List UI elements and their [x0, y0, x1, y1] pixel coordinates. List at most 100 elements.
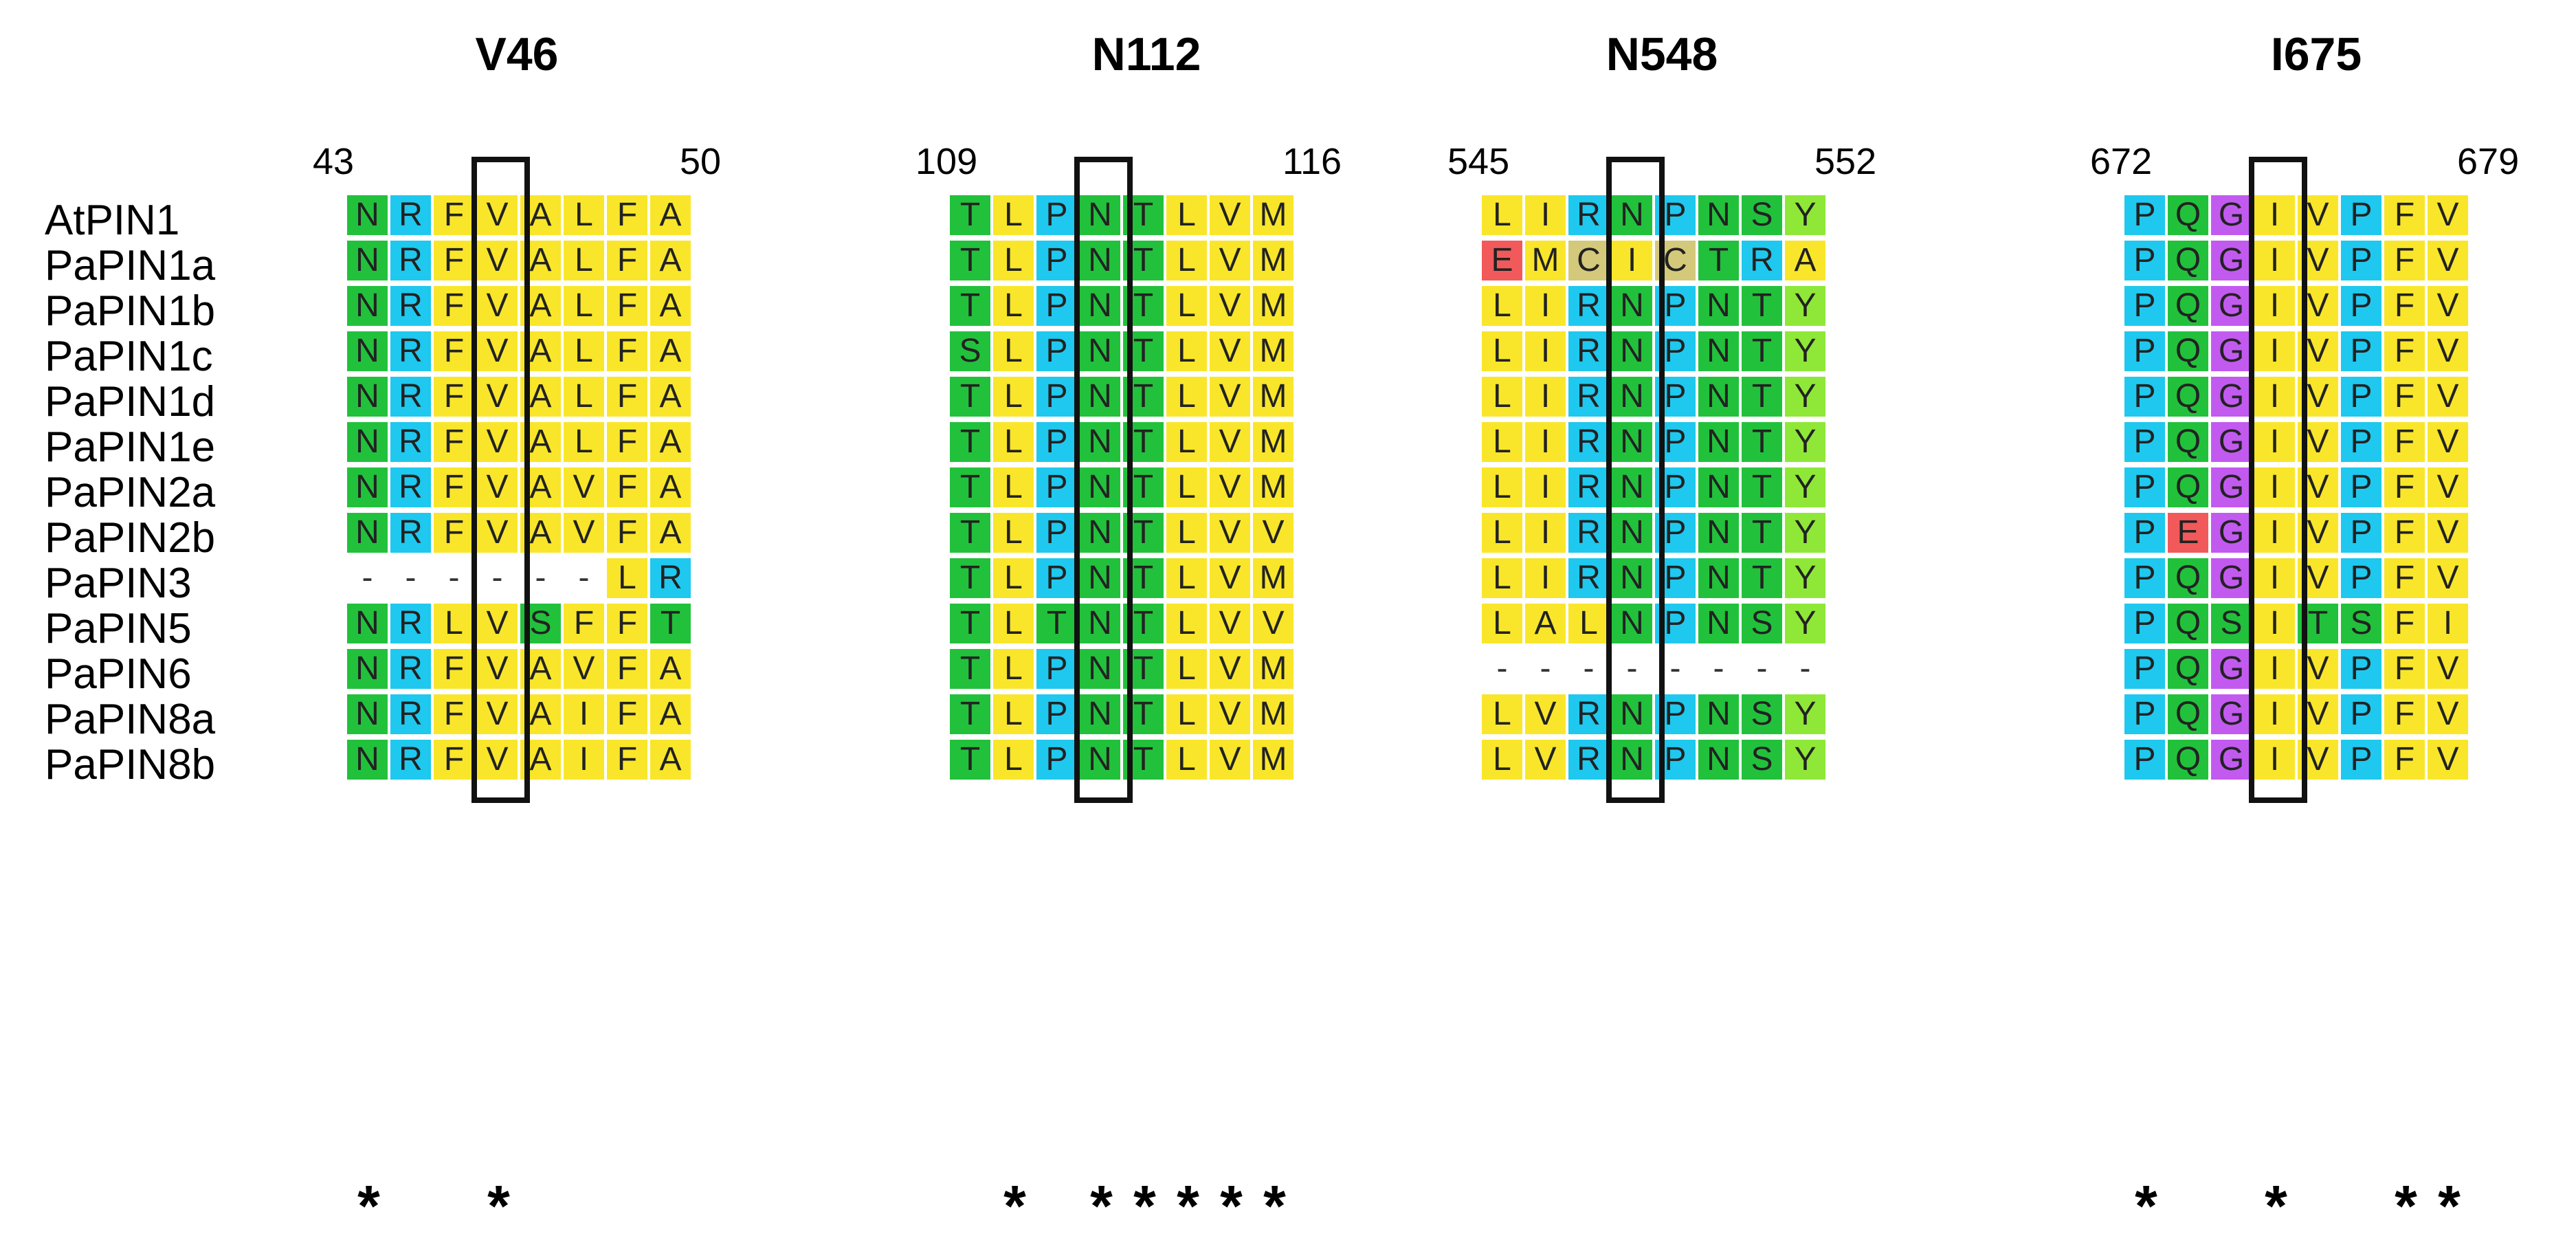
- residue-cell: P: [2124, 604, 2168, 646]
- residue-cell: F: [564, 604, 607, 646]
- residue-cell: V: [2428, 241, 2471, 283]
- residue-cell: Y: [1785, 331, 1828, 374]
- residue-cell: L: [1482, 740, 1525, 782]
- position-start-label: 43: [313, 141, 355, 182]
- residue-cell: F: [2384, 195, 2428, 238]
- residue-cell: S: [2341, 604, 2384, 646]
- residue-cell: R: [1568, 286, 1612, 329]
- residue-cell: L: [993, 241, 1036, 283]
- residue-cell: Y: [1785, 513, 1828, 555]
- residue-cell: -: [434, 558, 477, 601]
- residue-cell: L: [564, 331, 607, 374]
- residue-cell: G: [2211, 467, 2254, 510]
- residue-cell: P: [1036, 513, 1080, 555]
- residue-cell: G: [2211, 286, 2254, 329]
- residue-cell: V: [477, 377, 520, 419]
- residue-cell: V: [2428, 377, 2471, 419]
- residue-cell: M: [1253, 241, 1296, 283]
- residue-cell: F: [434, 377, 477, 419]
- residue-cell: V: [2428, 467, 2471, 510]
- residue-cell: L: [564, 286, 607, 329]
- conservation-star: *: [1003, 1174, 1026, 1238]
- residue-cell: T: [1742, 422, 1785, 465]
- residue-cell: P: [2341, 740, 2384, 782]
- residue-cell: N: [1080, 649, 1123, 692]
- residue-cell: R: [390, 740, 434, 782]
- residue-cell: N: [1698, 377, 1742, 419]
- residue-cell: Q: [2168, 467, 2211, 510]
- sequence-name: PaPIN8a: [45, 696, 216, 743]
- residue-cell: L: [993, 377, 1036, 419]
- residue-cell: I: [1525, 513, 1568, 555]
- residue-cell: V: [2428, 558, 2471, 601]
- residue-cell: V: [477, 694, 520, 737]
- residue-cell: F: [434, 694, 477, 737]
- residue-cell: N: [1612, 286, 1655, 329]
- residue-cell: P: [1036, 694, 1080, 737]
- sequence-name: PaPIN8b: [45, 741, 216, 789]
- residue-cell: I: [2254, 331, 2298, 374]
- residue-cell: L: [434, 604, 477, 646]
- residue-cell: L: [1166, 241, 1210, 283]
- sequence-name: PaPIN1a: [45, 242, 216, 289]
- residue-cell: V: [1210, 513, 1253, 555]
- residue-cell: R: [1742, 241, 1785, 283]
- residue-cell: L: [1482, 422, 1525, 465]
- residue-cell: N: [1612, 467, 1655, 510]
- residue-cell: L: [1166, 377, 1210, 419]
- residue-cell: M: [1525, 241, 1568, 283]
- residue-cell: F: [2384, 740, 2428, 782]
- residue-cell: S: [1742, 694, 1785, 737]
- residue-cell: R: [390, 241, 434, 283]
- residue-cell: L: [993, 422, 1036, 465]
- residue-cell: V: [477, 422, 520, 465]
- residue-cell: L: [993, 195, 1036, 238]
- residue-cell: A: [650, 195, 693, 238]
- residue-cell: L: [1166, 558, 1210, 601]
- residue-cell: V: [1525, 740, 1568, 782]
- residue-cell: P: [2341, 513, 2384, 555]
- residue-cell: R: [1568, 377, 1612, 419]
- residue-cell: P: [2341, 558, 2384, 601]
- residue-cell: L: [993, 331, 1036, 374]
- residue-cell: V: [2428, 694, 2471, 737]
- residue-cell: R: [1568, 195, 1612, 238]
- residue-cell: M: [1253, 467, 1296, 510]
- residue-cell: N: [1080, 422, 1123, 465]
- residue-cell: V: [1210, 467, 1253, 510]
- residue-cell: V: [1210, 286, 1253, 329]
- residue-cell: T: [950, 241, 993, 283]
- residue-cell: F: [434, 649, 477, 692]
- residue-cell: -: [1525, 649, 1568, 692]
- position-start-label: 545: [1447, 141, 1510, 182]
- residue-cell: L: [1166, 649, 1210, 692]
- residue-cell: P: [2124, 241, 2168, 283]
- residue-cell: F: [434, 513, 477, 555]
- residue-cell: M: [1253, 286, 1296, 329]
- residue-cell: V: [477, 740, 520, 782]
- residue-cell: L: [993, 740, 1036, 782]
- residue-cell: M: [1253, 649, 1296, 692]
- residue-cell: A: [650, 331, 693, 374]
- residue-cell: P: [2124, 467, 2168, 510]
- residue-cell: P: [2341, 694, 2384, 737]
- residue-cell: R: [1568, 467, 1612, 510]
- residue-cell: Q: [2168, 694, 2211, 737]
- residue-cell: R: [1568, 558, 1612, 601]
- residue-cell: V: [1210, 649, 1253, 692]
- position-end-label: 50: [680, 141, 722, 182]
- residue-cell: -: [1612, 649, 1655, 692]
- residue-cell: R: [390, 286, 434, 329]
- residue-cell: M: [1253, 195, 1296, 238]
- residue-cell: Y: [1785, 422, 1828, 465]
- residue-cell: T: [950, 604, 993, 646]
- residue-cell: L: [1166, 513, 1210, 555]
- residue-cell: P: [2341, 377, 2384, 419]
- residue-cell: N: [347, 195, 390, 238]
- residue-cell: L: [1166, 422, 1210, 465]
- residue-cell: N: [1080, 604, 1123, 646]
- residue-cell: I: [2254, 422, 2298, 465]
- residue-cell: F: [434, 241, 477, 283]
- conservation-star: *: [2438, 1174, 2461, 1238]
- residue-cell: R: [390, 195, 434, 238]
